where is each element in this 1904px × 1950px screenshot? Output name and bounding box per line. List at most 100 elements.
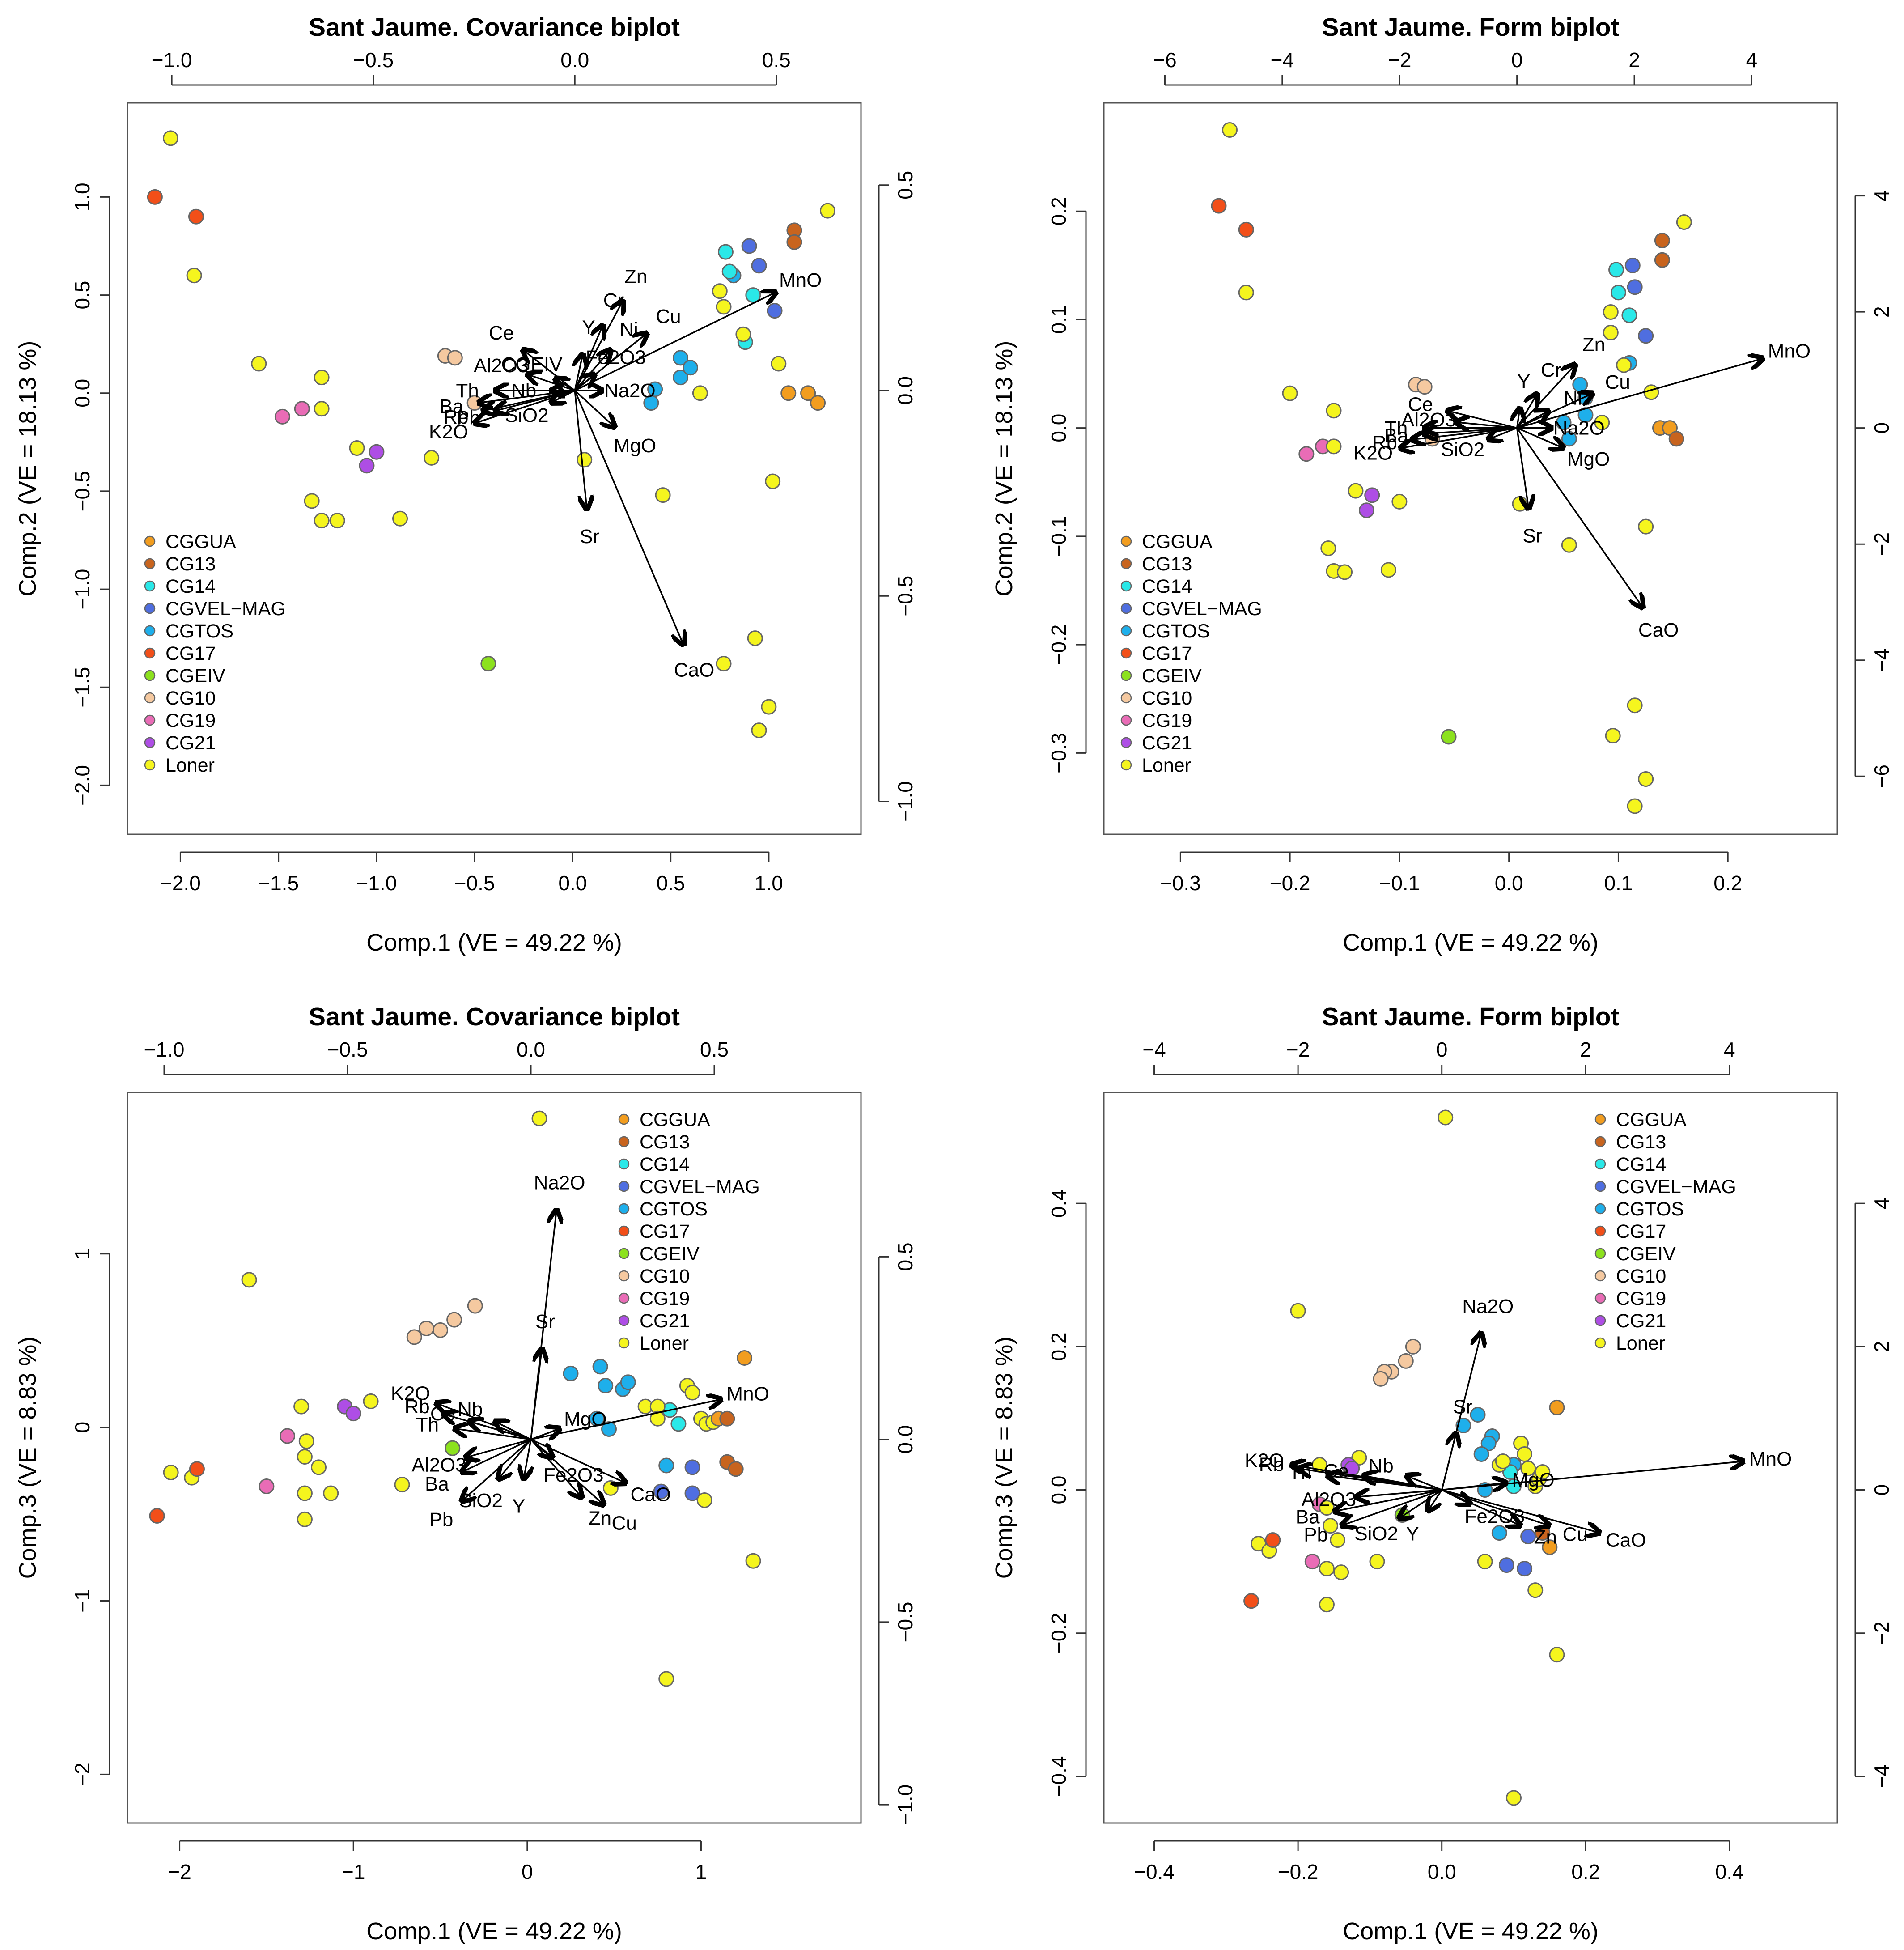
- chart-title: Sant Jaume. Covariance biplot: [309, 1003, 680, 1031]
- legend-label: CGGUA: [1616, 1109, 1687, 1130]
- right-tick-label: −6: [1870, 765, 1893, 788]
- x-tick-label: 0.0: [1428, 1860, 1456, 1883]
- loading-arrow: [1446, 411, 1518, 429]
- legend-swatch: [1594, 1315, 1606, 1326]
- legend-label: CG21: [640, 1310, 690, 1332]
- plot-frame: [1103, 1092, 1838, 1824]
- data-point-loner: [1495, 1453, 1511, 1470]
- legend-swatch: [618, 1158, 630, 1170]
- right-tick-label: 4: [1870, 190, 1893, 202]
- loading-label: SiO2: [459, 1490, 503, 1512]
- data-point-cgtos: [1491, 1525, 1507, 1541]
- data-point-cgtos: [673, 350, 689, 366]
- legend-swatch: [144, 558, 156, 569]
- legend-swatch: [1594, 1136, 1606, 1147]
- data-point-loner: [1369, 1554, 1385, 1570]
- loading-label: MnO: [779, 269, 822, 291]
- loading-label: CaO: [674, 659, 714, 681]
- biplot-panel-3: Sant Jaume. Covariance biplot −2 −1 0 1 Comp.…: [14, 1003, 917, 1945]
- loading-label: Na2O: [1462, 1296, 1514, 1317]
- data-point-cgeiv: [1394, 1507, 1410, 1523]
- loading-arrow: [1516, 428, 1529, 510]
- legend-label: CGEIV: [640, 1243, 700, 1265]
- y-tick-label: 1: [71, 1248, 94, 1260]
- data-point-loner: [1517, 1446, 1533, 1462]
- biplot-panel-1: Sant Jaume. Covariance biplot −2.0 −1.5 −1.…: [14, 13, 917, 956]
- data-point-cg17: [1238, 221, 1254, 238]
- y-axis-right: −4 −2 0 2 4: [1854, 1198, 1893, 1788]
- data-point-loner: [1251, 1536, 1267, 1552]
- data-point-cg14: [670, 1416, 687, 1432]
- data-point-loner: [1351, 1450, 1367, 1466]
- legend-label: CGVEL−MAG: [1142, 598, 1262, 620]
- loading-arrow: [530, 1348, 542, 1440]
- data-point-cggua: [1549, 1399, 1565, 1415]
- data-point-cg17: [1243, 1593, 1259, 1609]
- data-point-cg21: [359, 458, 375, 474]
- biplot-panel-2: Sant Jaume. Form biplot −0.3 −0.2 −0.1 0.0 0.…: [991, 13, 1893, 956]
- data-point-loner: [349, 440, 365, 456]
- legend-label: CG10: [1616, 1266, 1666, 1287]
- data-point-loner: [765, 473, 781, 489]
- legend-swatch: [1120, 603, 1132, 614]
- data-point-loner: [304, 493, 320, 509]
- plot-area: MnOCaOSrZnCuCrNiMgONa2OYCeAl2O3RbK2OThBa…: [1211, 122, 1811, 814]
- loading-label: K2O: [391, 1383, 430, 1405]
- right-tick-label: 0.0: [894, 1425, 917, 1454]
- top-tick-label: 0.5: [762, 48, 791, 72]
- loading-label: MgO: [1567, 448, 1610, 470]
- data-point-loner: [1605, 728, 1621, 744]
- y-tick-label: −0.4: [1047, 1756, 1070, 1797]
- data-point-cg13: [1654, 233, 1670, 249]
- legend-label: CG17: [1142, 643, 1192, 664]
- data-point-loner: [162, 130, 178, 146]
- data-point-loner: [424, 450, 440, 466]
- data-point-loner: [314, 513, 330, 529]
- plot-frame: [1103, 102, 1838, 835]
- data-point-cg21: [369, 444, 385, 460]
- top-tick-label: −0.5: [353, 48, 394, 72]
- legend-label: CG21: [1142, 732, 1192, 754]
- loading-label: Pb: [429, 1508, 453, 1530]
- top-tick-label: 2: [1628, 48, 1640, 72]
- x-axis-label: Comp.1 (VE = 49.22 %): [1343, 929, 1599, 956]
- right-tick-label: 0.5: [894, 1242, 917, 1271]
- y-tick-label: 0.2: [1047, 197, 1070, 225]
- legend-swatch: [618, 1248, 630, 1259]
- data-point-cgvel-mag: [1520, 1529, 1536, 1545]
- loading-label: Ba: [440, 395, 464, 417]
- legend-label: CGVEL−MAG: [1616, 1176, 1736, 1198]
- legend-swatch: [1120, 737, 1132, 748]
- data-point-loner: [1348, 483, 1364, 499]
- legend-swatch: [618, 1203, 630, 1215]
- x-tick-label: −2: [168, 1860, 191, 1883]
- data-point-loner: [314, 401, 330, 417]
- loading-label: K2O: [1245, 1450, 1284, 1472]
- data-point-cg14: [717, 244, 734, 260]
- x-axis-label: Comp.1 (VE = 49.22 %): [1343, 1918, 1599, 1945]
- y-tick-label: 0: [71, 1422, 94, 1433]
- legend-swatch: [618, 1225, 630, 1237]
- x-axis-label: Comp.1 (VE = 49.22 %): [366, 1918, 622, 1945]
- data-point-loner: [323, 1485, 339, 1501]
- loading-label: MnO: [1768, 340, 1811, 362]
- loading-label: Ni: [1564, 387, 1582, 409]
- loading-arrow: [574, 390, 683, 645]
- loading-arrow: [1406, 1476, 1442, 1491]
- loading-arrow: [530, 1439, 553, 1458]
- loading-label: Rb: [1259, 1454, 1284, 1476]
- legend-swatch: [618, 1113, 630, 1125]
- data-point-cg10: [418, 1321, 434, 1337]
- y-axis-label: Comp.3 (VE = 8.83 %): [14, 1337, 41, 1579]
- data-point-cgtos: [563, 1365, 579, 1381]
- legend-label: Loner: [165, 755, 215, 776]
- data-point-cgvel-mag: [1638, 328, 1654, 344]
- top-tick-label: 0: [1511, 48, 1523, 72]
- loading-label: Cu: [612, 1512, 637, 1534]
- data-point-loner: [298, 1433, 314, 1449]
- legend-swatch: [1594, 1158, 1606, 1170]
- top-tick-label: 0.0: [560, 48, 589, 72]
- top-tick-label: −4: [1271, 48, 1294, 72]
- data-point-cg19: [280, 1428, 296, 1444]
- loading-label: Ce: [489, 322, 514, 344]
